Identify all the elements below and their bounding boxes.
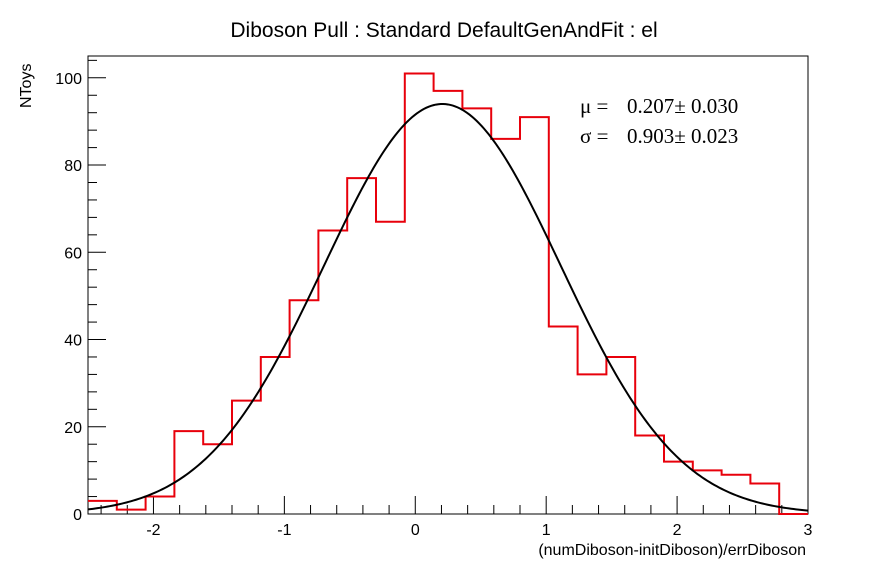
x-tick-label: -1 [277, 522, 291, 539]
gaussian-fit-curve [87, 102, 809, 512]
x-tick-label: 2 [673, 522, 682, 539]
x-axis-label: (numDiboson-initDiboson)/errDiboson [538, 542, 806, 559]
fit-stats: μ = 0.207± 0.030 σ = 0.903± 0.023 [580, 94, 738, 148]
y-tick-label: 60 [64, 245, 82, 262]
x-tick-label: 3 [804, 522, 813, 539]
chart-title: Diboson Pull : Standard DefaultGenAndFit… [230, 19, 657, 42]
x-tick-label: 1 [542, 522, 551, 539]
histogram-series [88, 72, 808, 515]
stat-mean-label: μ = [580, 94, 608, 118]
x-tick-label: 0 [411, 522, 420, 539]
x-tick-label: -2 [146, 522, 160, 539]
x-axis: -2 -1 0 1 2 3 [100, 496, 813, 539]
plot-frame [87, 55, 809, 515]
y-tick-label: 100 [55, 71, 82, 88]
y-tick-label: 40 [64, 333, 82, 350]
y-tick-label: 0 [73, 507, 82, 524]
stat-mean-value: 0.207± 0.030 [627, 94, 738, 118]
y-tick-label: 80 [64, 158, 82, 175]
y-tick-label: 20 [64, 420, 82, 437]
stat-sigma-label: σ = [580, 124, 608, 148]
y-axis-label: NToys [18, 64, 35, 108]
stat-sigma-value: 0.903± 0.023 [627, 124, 738, 148]
y-axis: 0 20 40 60 80 100 [55, 59, 106, 524]
